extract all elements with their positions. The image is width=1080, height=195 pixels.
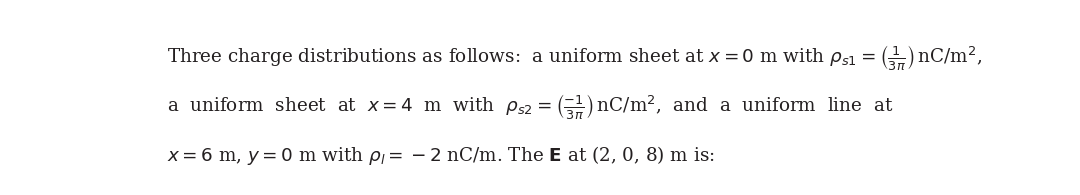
Text: a  uniform  sheet  at  $x = 4$  m  with  $\rho_{s2} = \left(\frac{-1}{3\pi}\righ: a uniform sheet at $x = 4$ m with $\rho_… [166, 92, 893, 121]
Text: Three charge distributions as follows:  a uniform sheet at $x{=}0$ m with $\rho_: Three charge distributions as follows: a… [166, 43, 982, 72]
Text: $x = 6$ m, $y = 0$ m with $\rho_l = -2$ nC/m. The $\mathbf{E}$ at (2, 0, 8) m is: $x = 6$ m, $y = 0$ m with $\rho_l = -2$ … [166, 144, 715, 167]
